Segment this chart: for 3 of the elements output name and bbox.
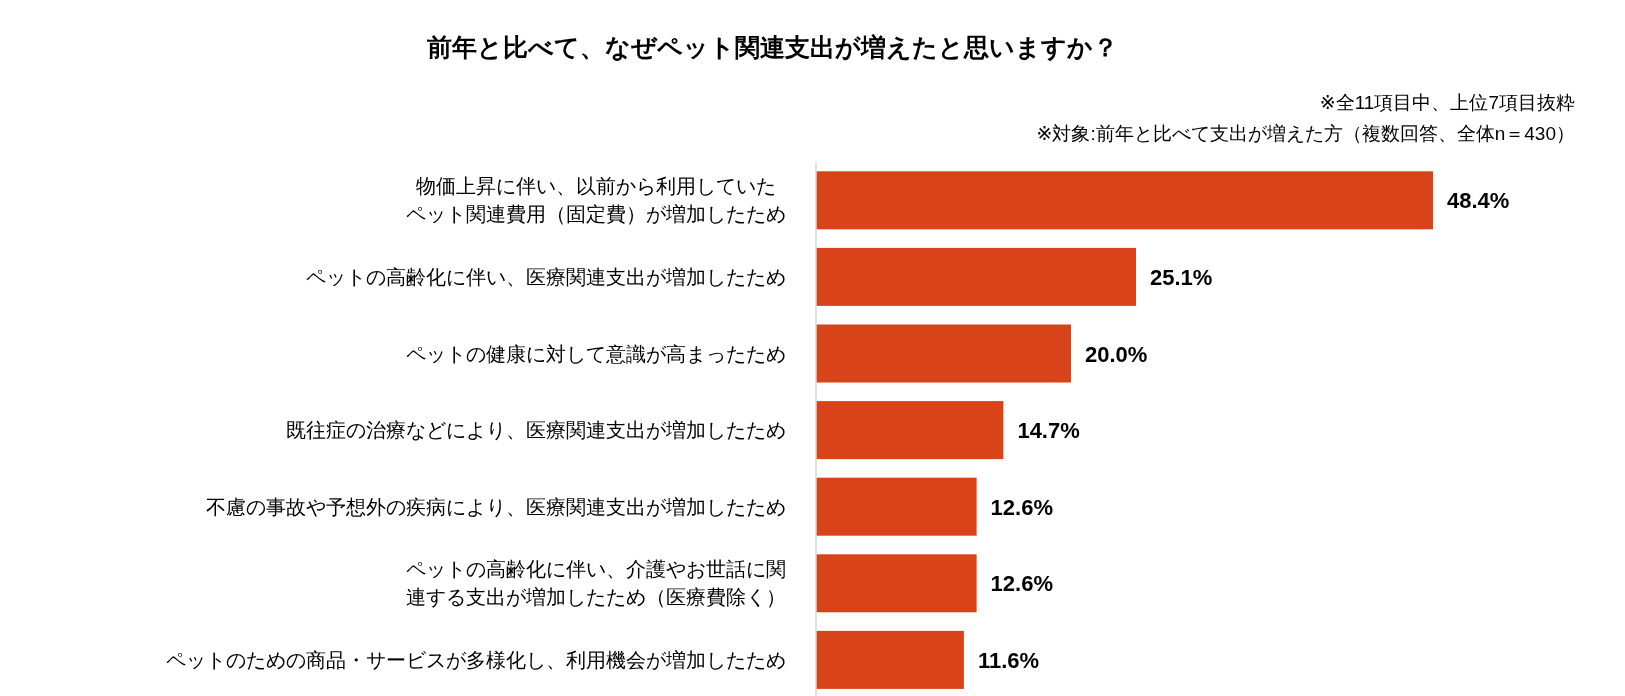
annotation: ※全11項目中、上位7項目抜粋 xyxy=(1319,92,1575,113)
annotation: ※対象:前年と比べて支出が増えた方（複数回答、全体n＝430） xyxy=(1036,123,1575,144)
title: 前年と比べて、なぜペット関連支出が増えたと思いますか？ xyxy=(427,33,1118,61)
